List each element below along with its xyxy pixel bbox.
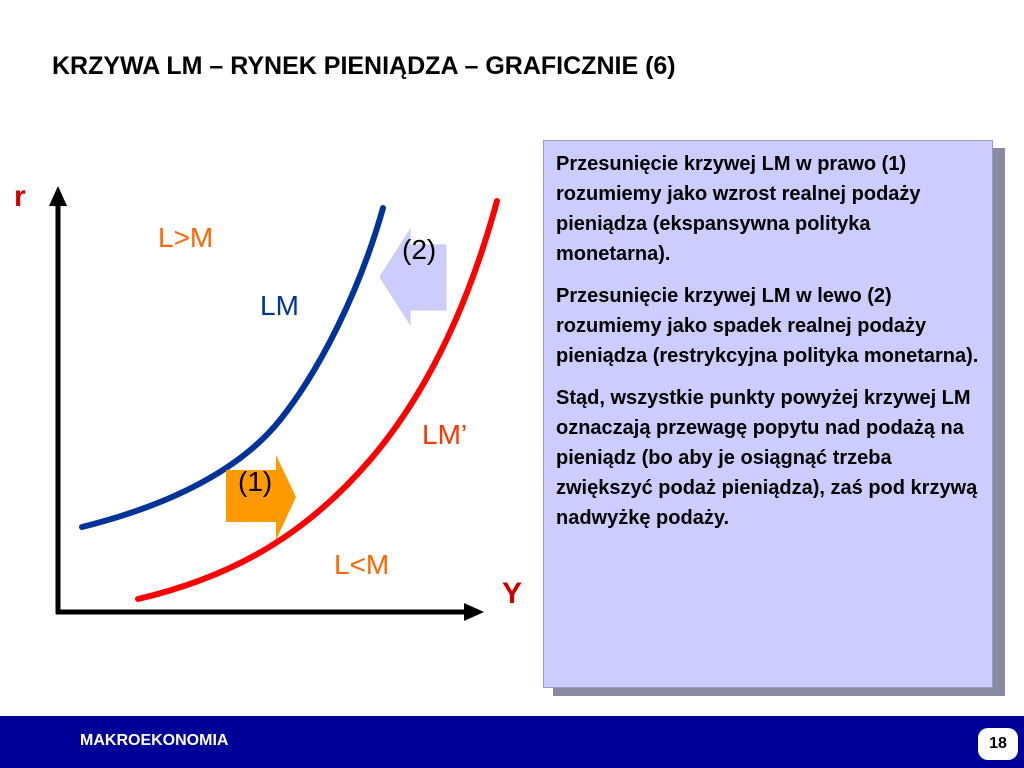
y-axis-label: Y [502,577,523,610]
excess-demand-label: L>M [158,222,214,253]
y-axis-arrowhead [49,186,67,206]
shift-right-arrow-label: (1) [238,466,273,497]
shift-left-arrow-label: (2) [402,234,437,265]
x-axis-arrowhead [464,603,484,621]
slide-title: KRZYWA LM – RYNEK PIENIĄDZA – GRAFICZNIE… [52,52,676,80]
lm-curve [79,205,386,530]
lm-shifted-curve [135,198,500,602]
excess-supply-label: L<M [334,549,390,580]
lm-curve-label: LM [260,290,299,321]
info-paragraph-shift-left: Przesunięcie krzywej LM w lewo (2) rozum… [556,285,979,367]
lm-diagram: r Y L>M LM LM’ L<M (2) (1) [0,0,540,700]
footer-bar: MAKROEKONOMIA 18 [0,716,1024,768]
shift-left-arrow [379,228,447,326]
shift-right-arrow [226,455,296,540]
lm-shifted-curve-label: LM’ [422,419,468,450]
page-number: 18 [978,728,1018,760]
info-paragraph-conclusion: Stąd, wszystkie punkty powyżej krzywej L… [556,387,978,529]
footer-course-label: MAKROEKONOMIA [80,732,229,749]
info-box: Przesunięcie krzywej LM w prawo (1) rozu… [543,140,993,688]
r-axis-label: r [14,180,26,213]
info-paragraph-shift-right: Przesunięcie krzywej LM w prawo (1) rozu… [556,153,921,265]
lm-diagram-svg [49,186,500,621]
